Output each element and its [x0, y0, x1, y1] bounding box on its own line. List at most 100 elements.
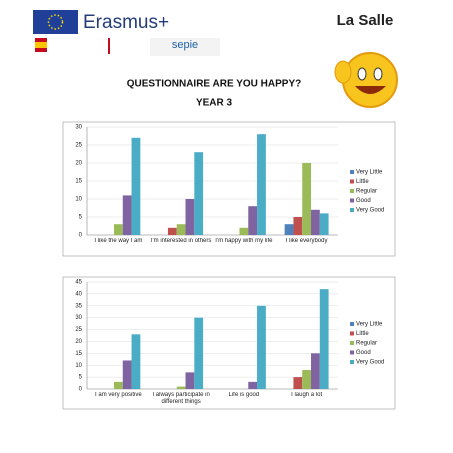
- bar: [239, 227, 249, 235]
- page-subtitle: YEAR 3: [196, 98, 233, 109]
- x-tick-label-box: I always participate in different things: [152, 392, 210, 405]
- bar: [311, 209, 320, 235]
- y-tick-label: 10: [75, 197, 82, 203]
- legend-label: Regular: [356, 341, 377, 347]
- erasmus-logo: Erasmus+: [33, 10, 169, 34]
- x-tick-label: I'm interested in others: [150, 238, 212, 244]
- bar: [194, 152, 204, 235]
- spain-flag-band: [35, 42, 47, 48]
- y-tick-label: 0: [79, 233, 83, 239]
- x-tick-label: I always participate in different things: [152, 392, 210, 405]
- sepie-text: sepie: [172, 39, 198, 51]
- y-tick-label: 0: [79, 387, 83, 393]
- bar: [257, 134, 266, 235]
- chart-frame: [62, 121, 396, 257]
- bar: [257, 305, 266, 389]
- x-tick-label-box: Life is good: [228, 392, 260, 398]
- erasmus-text: Erasmus+: [83, 12, 169, 33]
- bar: [293, 377, 303, 389]
- legend-label: Very Little: [356, 322, 383, 328]
- smiley-face: [342, 52, 398, 108]
- x-tick-label-box: I like everybody: [285, 238, 328, 244]
- eu-flag: [33, 10, 78, 34]
- bar: [176, 386, 186, 389]
- bar: [185, 199, 195, 235]
- bar: [113, 224, 123, 235]
- legend-label: Good: [356, 350, 371, 356]
- y-tick-label: 25: [75, 143, 82, 149]
- bar: [248, 381, 258, 389]
- smiley-thumb: [334, 60, 352, 84]
- sepie-logo: sepie: [35, 38, 220, 56]
- bar: [319, 213, 329, 235]
- bar: [293, 217, 303, 235]
- legend-label: Very Good: [356, 360, 384, 366]
- y-tick-label: 5: [79, 215, 83, 221]
- smiley: [334, 52, 398, 108]
- legend-swatch: [350, 170, 354, 174]
- bar: [131, 137, 141, 235]
- bar: [302, 163, 312, 235]
- x-tick-label-box: I like the way I am: [94, 238, 143, 244]
- legend-swatch: [350, 350, 354, 355]
- school-logo: La Salle: [337, 12, 394, 29]
- y-tick-label: 20: [75, 339, 82, 345]
- x-tick-label: I like the way I am: [94, 238, 143, 244]
- bar: [113, 381, 123, 389]
- bar: [284, 224, 294, 235]
- smiley-eye: [357, 67, 367, 81]
- x-tick-label: I laugh a lot: [291, 392, 323, 398]
- x-tick-label-box: I'm happy with my life: [215, 238, 273, 244]
- smiley-mouth: [355, 86, 386, 94]
- bar: [131, 334, 141, 389]
- y-tick-label: 45: [75, 280, 82, 286]
- legend-swatch: [350, 341, 354, 345]
- legend-label: Little: [356, 331, 369, 337]
- y-tick-label: 15: [75, 351, 82, 357]
- sepie-box: [150, 38, 220, 56]
- legend-label: Very Good: [356, 208, 384, 214]
- legend-label: Good: [356, 198, 371, 204]
- y-tick-label: 15: [75, 179, 82, 185]
- x-tick-label: I am very positive: [95, 392, 142, 398]
- legend-swatch: [350, 322, 354, 326]
- y-tick-label: 10: [75, 363, 82, 369]
- bar: [319, 289, 329, 389]
- x-tick-label-box: I'm interested in others: [150, 238, 212, 244]
- y-tick-label: 20: [75, 161, 82, 167]
- bar: [311, 353, 320, 389]
- chart-frame: [62, 276, 396, 410]
- legend-label: Little: [356, 179, 369, 185]
- y-tick-label: 35: [75, 303, 82, 309]
- bar: [176, 224, 186, 235]
- smiley-eye: [373, 67, 383, 81]
- eu-stars: [47, 14, 64, 30]
- bar: [167, 227, 177, 235]
- bar: [122, 360, 132, 389]
- x-tick-label-box: I am very positive: [95, 392, 142, 398]
- bar: [122, 195, 132, 235]
- y-tick-label: 30: [75, 315, 82, 321]
- x-tick-label: I like everybody: [285, 238, 328, 244]
- legend-swatch: [350, 189, 354, 193]
- legend-swatch: [350, 360, 354, 364]
- bar: [302, 369, 312, 389]
- x-tick-label: Life is good: [228, 392, 260, 398]
- bar: [194, 317, 204, 389]
- x-tick-label: I'm happy with my life: [215, 238, 273, 244]
- divider: [108, 38, 110, 54]
- legend-swatch: [350, 198, 354, 203]
- y-tick-label: 5: [79, 375, 83, 381]
- legend-swatch: [350, 208, 354, 212]
- x-tick-label-box: I laugh a lot: [291, 392, 323, 398]
- legend-swatch: [350, 179, 354, 184]
- y-tick-label: 40: [75, 291, 82, 297]
- y-tick-label: 30: [75, 125, 82, 131]
- bar: [185, 372, 195, 389]
- legend-swatch: [350, 331, 354, 336]
- bar: [248, 206, 258, 235]
- y-tick-label: 25: [75, 327, 82, 333]
- legend-label: Very Little: [356, 170, 383, 176]
- legend-label: Regular: [356, 189, 377, 195]
